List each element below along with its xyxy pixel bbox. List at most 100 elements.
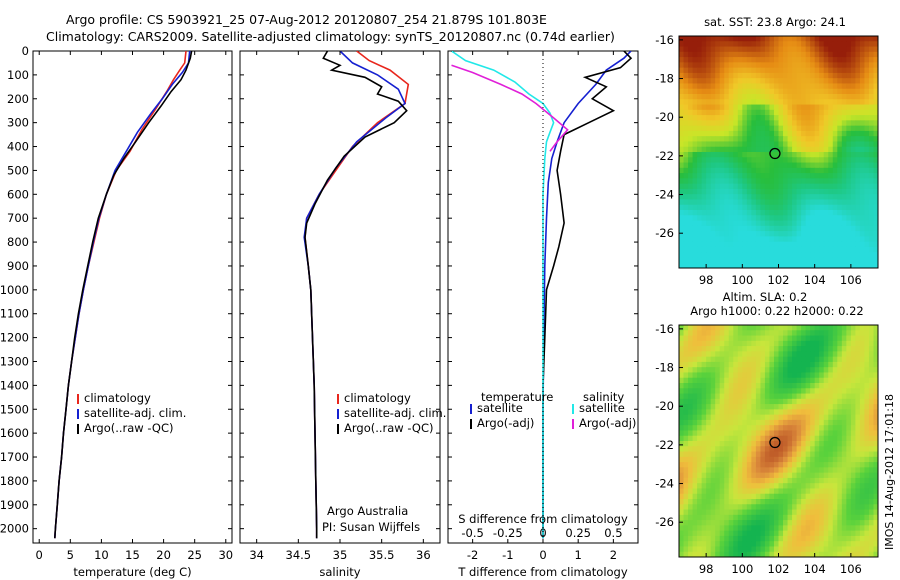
heatmap-cell	[724, 246, 730, 253]
heatmap-cell	[841, 120, 847, 127]
heatmap-cell	[868, 367, 874, 373]
heatmap-cell	[742, 446, 748, 453]
heatmap-cell	[760, 178, 766, 185]
heatmap-cell	[864, 520, 870, 526]
heatmap-cell	[823, 541, 829, 547]
heatmap-cell	[855, 372, 861, 379]
heatmap-cell	[787, 125, 793, 132]
heatmap-cell	[764, 488, 770, 495]
heatmap-cell	[805, 199, 811, 206]
heatmap-cell	[679, 51, 685, 58]
heatmap-cell	[805, 67, 811, 74]
heatmap-cell	[773, 194, 779, 200]
heatmap-cell	[810, 509, 816, 516]
heatmap-cell	[859, 72, 865, 79]
heatmap-cell	[796, 241, 802, 248]
heatmap-cell	[814, 509, 820, 516]
heatmap-cell	[737, 141, 743, 148]
heatmap-cell	[846, 141, 852, 148]
heatmap-cell	[787, 215, 793, 222]
heatmap-cell	[760, 109, 766, 116]
heatmap-cell	[828, 414, 834, 421]
heatmap-cell	[683, 388, 689, 395]
heatmap-cell	[742, 204, 748, 211]
heatmap-cell	[688, 530, 694, 537]
heatmap-cell	[688, 152, 694, 158]
heatmap-cell	[715, 115, 721, 121]
heatmap-cell	[810, 441, 816, 447]
heatmap-cell	[828, 115, 834, 121]
heatmap-cell	[688, 130, 694, 137]
heatmap-cell	[683, 462, 689, 468]
heatmap-cell	[706, 194, 712, 200]
heatmap-cell	[846, 330, 852, 337]
heatmap-cell	[769, 183, 775, 190]
heatmap-cell	[832, 488, 838, 495]
heatmap-cell	[792, 78, 798, 84]
heatmap-cell	[801, 330, 807, 337]
heatmap-cell	[701, 372, 707, 379]
heatmap-cell	[783, 398, 789, 405]
heatmap-cell	[837, 346, 843, 352]
heatmap-cell	[810, 430, 816, 437]
heatmap-cell	[697, 451, 703, 458]
heatmap-cell	[778, 509, 784, 516]
heatmap-cell	[728, 99, 734, 106]
heatmap-cell	[805, 509, 811, 516]
heatmap-cell	[841, 351, 847, 358]
heatmap-cell	[760, 188, 766, 195]
heatmap-cell	[801, 325, 807, 331]
heatmap-cell	[850, 88, 856, 95]
heatmap-cell	[778, 99, 784, 106]
heatmap-cell	[783, 157, 789, 164]
heatmap-cell	[728, 409, 734, 416]
heatmap-cell	[873, 83, 879, 90]
heatmap-cell	[859, 241, 865, 248]
heatmap-cell	[837, 162, 843, 169]
heatmap-cell	[724, 425, 730, 431]
heatmap-cell	[828, 46, 834, 53]
heatmap-cell	[769, 241, 775, 248]
heatmap-cell	[746, 62, 752, 69]
heatmap-cell	[864, 383, 870, 389]
heatmap-cell	[832, 109, 838, 116]
heatmap-cell	[773, 57, 779, 63]
heatmap-cell	[746, 115, 752, 121]
heatmap-cell	[679, 393, 685, 400]
heatmap-cell	[719, 351, 725, 358]
heatmap-cell	[751, 62, 757, 69]
heatmap-cell	[769, 451, 775, 458]
heatmap-cell	[823, 488, 829, 495]
heatmap-cell	[823, 535, 829, 542]
heatmap-cell	[801, 530, 807, 537]
heatmap-cell	[701, 546, 707, 553]
heatmap-cell	[760, 62, 766, 69]
heatmap-cell	[864, 346, 870, 352]
heatmap-cell	[697, 67, 703, 74]
heatmap-cell	[796, 477, 802, 484]
heatmap-cell	[715, 525, 721, 532]
heatmap-cell	[805, 393, 811, 400]
heatmap-cell	[841, 488, 847, 495]
heatmap-cell	[828, 225, 834, 232]
x-tick-label-temperature: 25	[187, 548, 202, 562]
heatmap-cell	[792, 356, 798, 363]
heatmap-cell	[864, 215, 870, 222]
heatmap-cell	[728, 377, 734, 384]
heatmap-cell	[710, 99, 716, 106]
heatmap-cell	[724, 204, 730, 211]
heatmap-cell	[688, 441, 694, 447]
heatmap-cell	[764, 451, 770, 458]
heatmap-cell	[688, 115, 694, 121]
heatmap-cell	[683, 130, 689, 137]
heatmap-cell	[805, 356, 811, 363]
heatmap-cell	[864, 210, 870, 216]
heatmap-cell	[846, 335, 852, 342]
heatmap-cell	[733, 210, 739, 216]
heatmap-cell	[737, 340, 743, 347]
heatmap-cell	[850, 51, 856, 58]
heatmap-cell	[764, 483, 770, 489]
heatmap-cell	[742, 157, 748, 164]
heatmap-cell	[760, 514, 766, 521]
heatmap-cell	[868, 62, 874, 69]
